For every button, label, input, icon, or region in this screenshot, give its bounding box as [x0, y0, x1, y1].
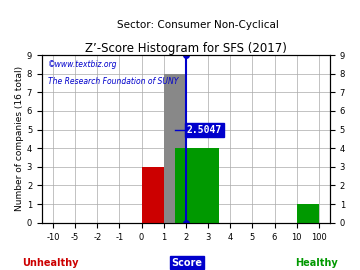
- Text: 2.5047: 2.5047: [187, 124, 222, 134]
- Text: The Research Foundation of SUNY: The Research Foundation of SUNY: [48, 77, 178, 86]
- Bar: [297, 204, 319, 223]
- Text: Healthy: Healthy: [296, 258, 338, 268]
- Bar: [175, 148, 219, 223]
- Text: Score: Score: [172, 258, 203, 268]
- Bar: [164, 74, 186, 223]
- Text: ©www.textbiz.org: ©www.textbiz.org: [48, 60, 117, 69]
- Text: Unhealthy: Unhealthy: [22, 258, 78, 268]
- Title: Z’-Score Histogram for SFS (2017): Z’-Score Histogram for SFS (2017): [85, 42, 287, 55]
- Text: Sector: Consumer Non-Cyclical: Sector: Consumer Non-Cyclical: [117, 20, 279, 30]
- Y-axis label: Number of companies (16 total): Number of companies (16 total): [15, 66, 24, 211]
- Bar: [141, 167, 164, 223]
